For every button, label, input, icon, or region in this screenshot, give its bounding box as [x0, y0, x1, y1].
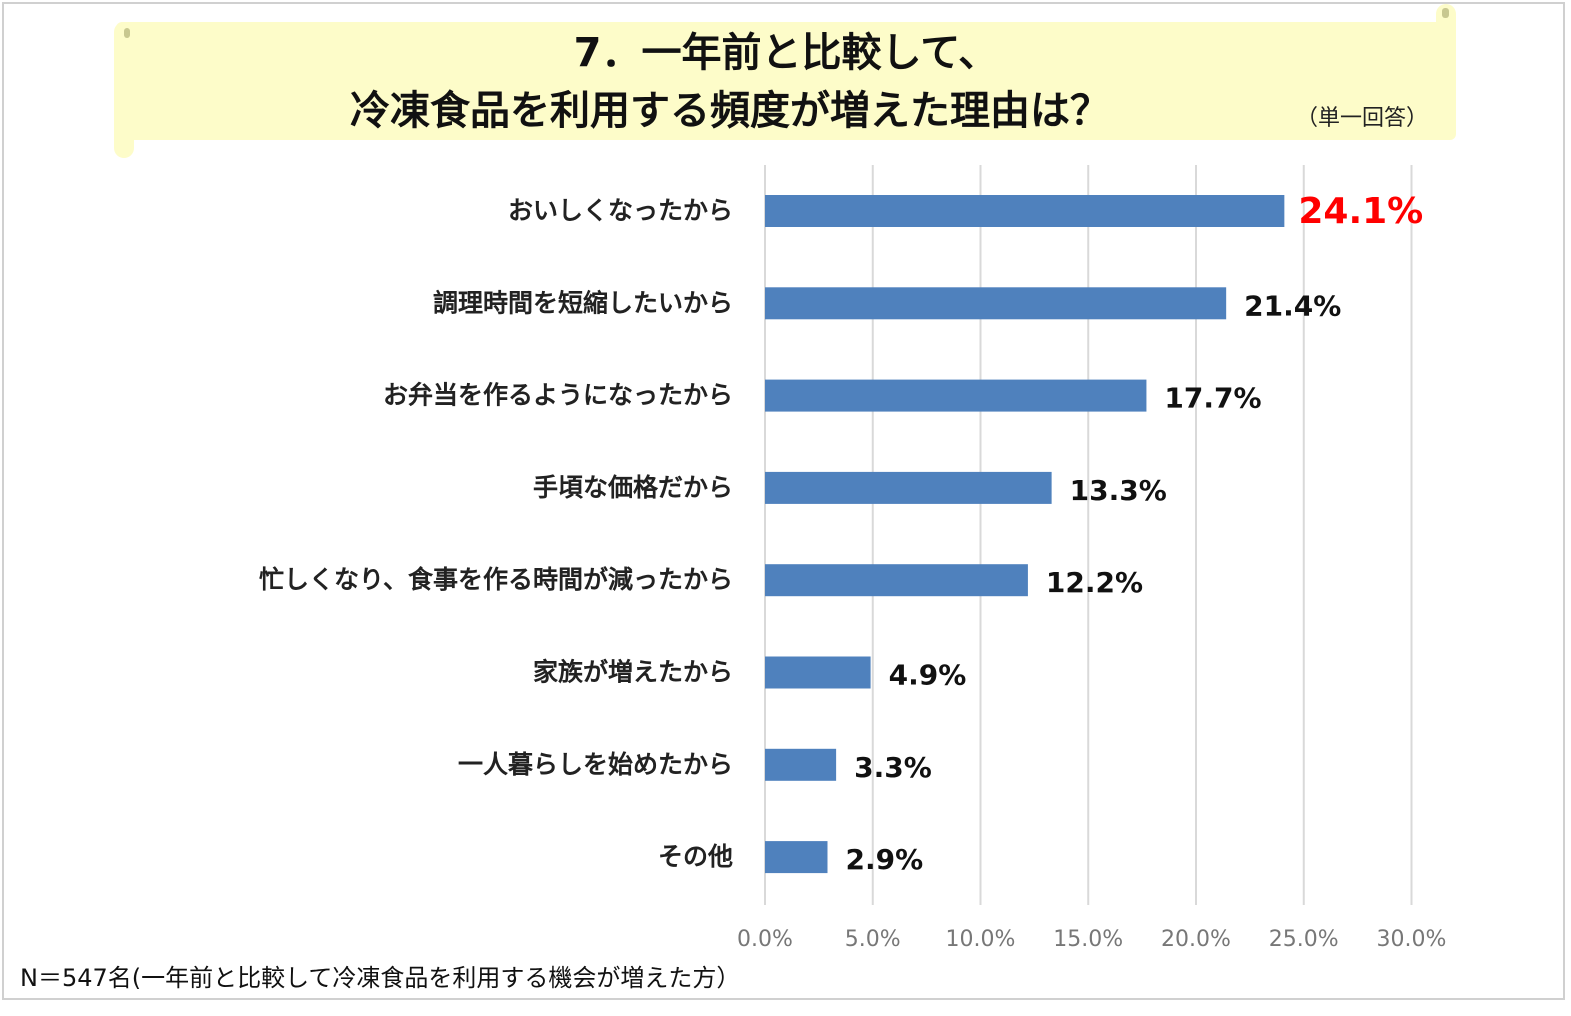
bar: [765, 379, 1147, 412]
value-label: 2.9%: [845, 843, 923, 876]
x-tick-label: 20.0%: [1161, 927, 1231, 952]
bar: [765, 287, 1227, 320]
category-labels: おいしくなったから調理時間を短縮したいからお弁当を作るようになったから手頃な価格…: [259, 196, 733, 871]
x-tick-label: 30.0%: [1377, 927, 1447, 952]
category-label: 一人暮らしを始めたから: [458, 750, 733, 779]
value-label: 21.4%: [1244, 289, 1341, 322]
bar: [765, 656, 871, 689]
banner-curl-dot-left: [124, 28, 130, 38]
category-label: 調理時間を短縮したいから: [433, 288, 733, 317]
value-label: 12.2%: [1046, 566, 1143, 599]
value-label: 24.1%: [1298, 191, 1423, 232]
x-tick-label: 15.0%: [1053, 927, 1123, 952]
value-label: 4.9%: [889, 659, 967, 692]
sample-size-note: N＝547名(一年前と比較して冷凍食品を利用する機会が増えた方）: [20, 964, 741, 992]
chart-subtitle: （単一回答）: [1296, 106, 1429, 131]
category-label: その他: [658, 842, 733, 871]
category-label: お弁当を作るようになったから: [383, 381, 733, 410]
x-tick-label: 5.0%: [845, 927, 901, 952]
category-label: 手頃な価格だから: [533, 473, 733, 502]
bar: [765, 195, 1285, 227]
chart-frame: [2, 2, 1565, 1000]
x-tick-labels: 0.0% 5.0% 10.0% 15.0% 20.0% 25.0% 30.0%: [737, 927, 1446, 952]
bar: [765, 841, 828, 874]
category-label: 家族が増えたから: [533, 658, 733, 687]
chart-title-line2: 冷凍食品を利用する頻度が増えた理由は？: [350, 88, 1110, 134]
x-tick-label: 0.0%: [737, 927, 793, 952]
bars: [765, 195, 1285, 874]
bar: [765, 748, 837, 781]
chart-title-line1: 7．一年前と比較して、: [573, 30, 999, 76]
banner-curl-dot-right: [1442, 8, 1449, 18]
value-label: 3.3%: [854, 751, 932, 784]
category-label: おいしくなったから: [508, 196, 733, 225]
grid-lines: [764, 165, 1413, 905]
value-labels: 24.1% 21.4% 17.7% 13.3% 12.2% 4.9% 3.3% 2.9%: [845, 191, 1423, 876]
x-tick-label: 10.0%: [946, 927, 1016, 952]
bar: [765, 471, 1052, 504]
value-label: 13.3%: [1070, 474, 1167, 507]
x-tick-label: 25.0%: [1269, 927, 1339, 952]
title-banner: [116, 22, 1456, 140]
bar: [765, 564, 1028, 597]
value-label: 17.7%: [1164, 382, 1261, 415]
category-label: 忙しくなり、食事を作る時間が減ったから: [259, 565, 733, 594]
